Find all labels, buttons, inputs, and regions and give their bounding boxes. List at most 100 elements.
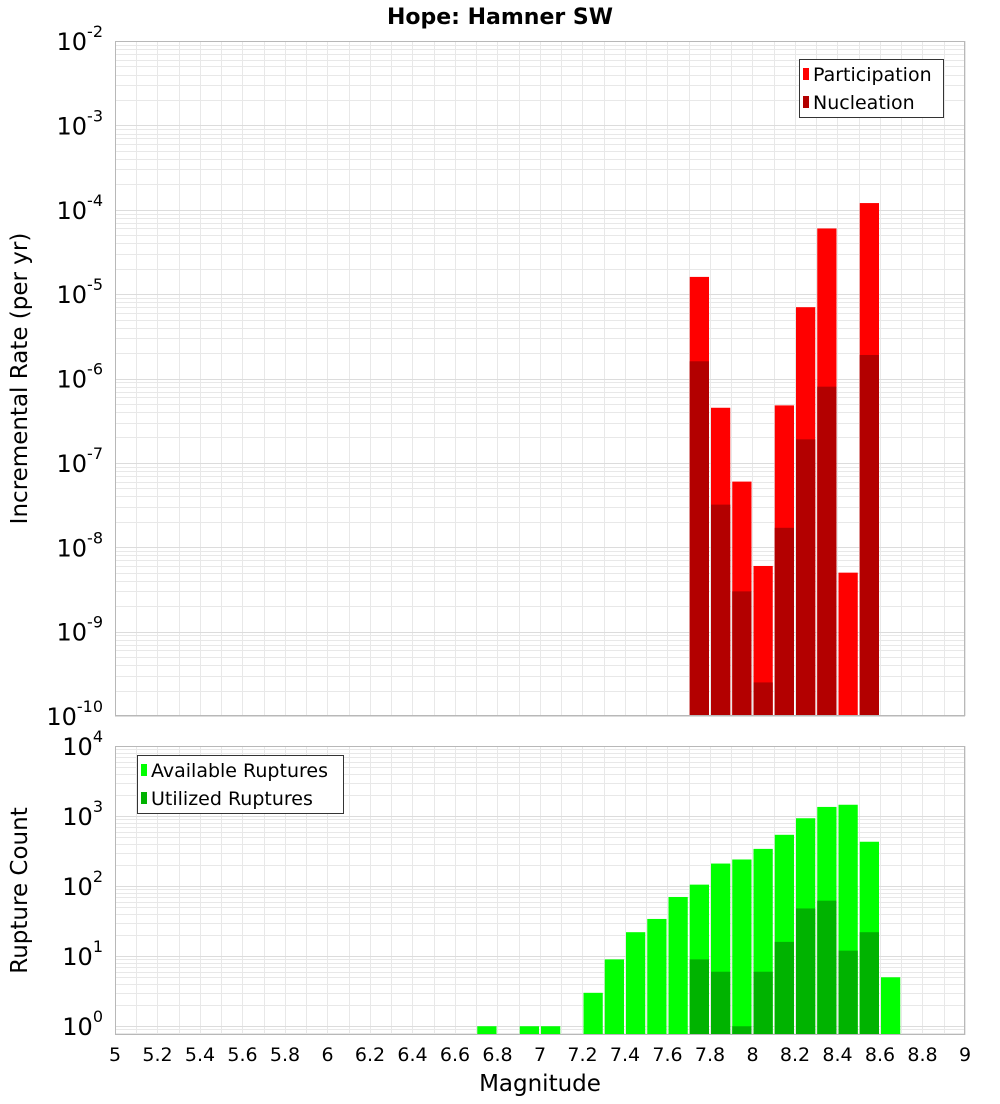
y-tick-label: 10-6 (57, 360, 104, 394)
x-tick-label: 8.6 (865, 1044, 895, 1066)
y-axis-label: Incremental Rate (per yr) (7, 233, 33, 525)
y-tick-label: 100 (62, 1007, 103, 1041)
bar (711, 504, 731, 716)
bar (732, 859, 752, 1035)
legend-swatch (141, 764, 147, 776)
x-tick-label: 7.6 (652, 1044, 682, 1066)
grid-lines (115, 41, 966, 717)
y-tick-exponent: -4 (87, 191, 103, 210)
bar (732, 591, 752, 716)
legend-swatch (141, 792, 147, 804)
bar (647, 918, 667, 1035)
y-tick-base: 10 (62, 943, 93, 971)
x-tick-label: 8.2 (780, 1044, 810, 1066)
bar (817, 900, 837, 1035)
bar (796, 908, 816, 1035)
y-tick-label: 104 (62, 727, 103, 761)
bar (732, 1026, 752, 1035)
bar (583, 992, 603, 1035)
bar (774, 941, 794, 1035)
legend-swatch (803, 68, 809, 80)
y-tick-exponent: -3 (87, 106, 103, 125)
bar (753, 682, 773, 716)
x-tick-label: 5 (109, 1044, 121, 1066)
bar (668, 896, 688, 1035)
x-tick-label: 6.8 (482, 1044, 512, 1066)
bar (838, 572, 858, 716)
series-1 (689, 354, 879, 716)
y-tick-base: 10 (62, 873, 93, 901)
y-tick-exponent: -10 (77, 697, 103, 716)
x-tick-label: 6.2 (355, 1044, 385, 1066)
y-tick-base: 10 (57, 281, 88, 309)
y-tick-label: 102 (62, 867, 103, 901)
y-tick-exponent: -6 (87, 360, 103, 379)
x-axis-label: Magnitude (479, 1071, 601, 1097)
x-tick-label: 5.8 (270, 1044, 300, 1066)
plot-frame (115, 746, 965, 1035)
y-tick-label: 10-5 (57, 275, 104, 309)
top-panel: 10-1010-910-810-710-610-510-410-310-2Inc… (7, 22, 966, 731)
bar (477, 1026, 497, 1035)
y-tick-label: 101 (62, 937, 103, 971)
y-tick-base: 10 (57, 366, 88, 394)
bar (838, 950, 858, 1035)
y-tick-label: 10-4 (57, 191, 104, 225)
y-tick-base: 10 (62, 1013, 93, 1041)
y-tick-exponent: 3 (93, 797, 103, 816)
x-tick-label: 7.2 (567, 1044, 597, 1066)
bar (541, 1026, 561, 1035)
bar (711, 971, 731, 1035)
y-tick-exponent: 4 (93, 727, 103, 746)
series-1 (689, 900, 879, 1035)
y-tick-exponent: -9 (87, 613, 103, 632)
bar (796, 439, 816, 716)
bar (626, 932, 646, 1035)
bar (519, 1026, 539, 1035)
y-tick-base: 10 (62, 733, 93, 761)
legend-box (799, 59, 944, 118)
bar (859, 354, 879, 716)
y-tick-base: 10 (57, 619, 88, 647)
bar (753, 565, 773, 716)
bar (604, 959, 624, 1035)
x-tick-label: 5.2 (142, 1044, 172, 1066)
y-tick-label: 103 (62, 797, 103, 831)
y-tick-label: 10-2 (57, 22, 104, 56)
y-tick-base: 10 (62, 803, 93, 831)
y-tick-base: 10 (57, 28, 88, 56)
x-tick-label: 8 (746, 1044, 758, 1066)
y-tick-label: 10-3 (57, 106, 104, 140)
bar (817, 386, 837, 716)
x-tick-label: 7.4 (610, 1044, 640, 1066)
legend-label: Utilized Ruptures (151, 788, 313, 810)
chart-title: Hope: Hamner SW (387, 5, 613, 30)
bar (689, 959, 709, 1035)
x-tick-label: 5.6 (227, 1044, 257, 1066)
y-tick-label: 10-9 (57, 613, 104, 647)
y-tick-base: 10 (46, 703, 77, 731)
y-axis-label: Rupture Count (7, 807, 33, 973)
y-tick-label: 10-10 (46, 697, 103, 731)
y-tick-base: 10 (57, 450, 88, 478)
y-tick-exponent: 2 (93, 867, 103, 886)
y-tick-exponent: 1 (93, 937, 103, 956)
y-tick-base: 10 (57, 197, 88, 225)
x-tick-label: 6.6 (440, 1044, 470, 1066)
legend: Available Ruptures Utilized Ruptures (137, 755, 344, 814)
y-tick-exponent: 0 (93, 1007, 103, 1026)
y-tick-exponent: -5 (87, 275, 103, 294)
x-tick-label: 8.8 (907, 1044, 937, 1066)
y-tick-base: 10 (57, 112, 88, 140)
legend-label: Participation (813, 64, 932, 86)
y-tick-exponent: -8 (87, 528, 103, 547)
legend-label: Nucleation (813, 92, 915, 114)
bar (881, 977, 901, 1035)
plot-frame (115, 41, 965, 716)
bar (689, 361, 709, 716)
legend-swatch (803, 96, 809, 108)
x-tick-label: 7.8 (695, 1044, 725, 1066)
x-tick-label: 8.4 (822, 1044, 852, 1066)
